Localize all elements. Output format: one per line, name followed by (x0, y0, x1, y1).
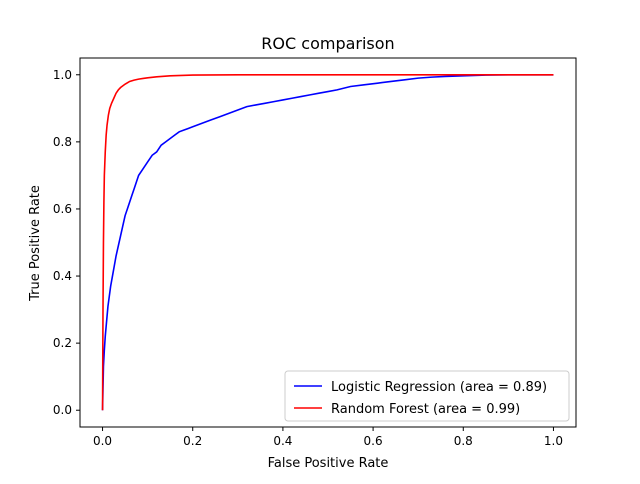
legend-box (284, 370, 570, 422)
chart-title: ROC comparison (261, 34, 394, 53)
y-tick-label: 0.8 (53, 135, 72, 149)
plot-frame (79, 57, 577, 428)
legend-label-0: Logistic Regression (area = 0.89) (331, 380, 547, 395)
x-tick-label: 0.2 (183, 434, 202, 448)
y-tick-label: 0.4 (53, 269, 72, 283)
x-tick-label: 0.0 (93, 434, 112, 448)
y-tick-label: 1.0 (53, 68, 72, 82)
x-tick-label: 1.0 (544, 434, 563, 448)
legend-label-1: Random Forest (area = 0.99) (331, 402, 520, 417)
x-tick-label: 0.4 (273, 434, 292, 448)
series-line-1 (101, 73, 554, 411)
x-tick-label: 0.6 (364, 434, 383, 448)
y-tick-label: 0.6 (53, 202, 72, 216)
y-tick-label: 0.2 (53, 336, 72, 350)
legend: Logistic Regression (area = 0.89) Random … (284, 370, 570, 422)
y-axis-label: True Positive Rate (28, 185, 43, 302)
x-tick-label: 0.8 (454, 434, 473, 448)
y-tick-label: 0.0 (53, 403, 72, 417)
y-axis: 0.0 0.2 0.4 0.6 0.8 1.0 (53, 68, 80, 417)
plot-area (79, 57, 577, 428)
series-line-0 (101, 73, 554, 411)
x-axis: 0.0 0.2 0.4 0.6 0.8 1.0 (93, 427, 563, 448)
x-axis-label: False Positive Rate (268, 456, 389, 471)
